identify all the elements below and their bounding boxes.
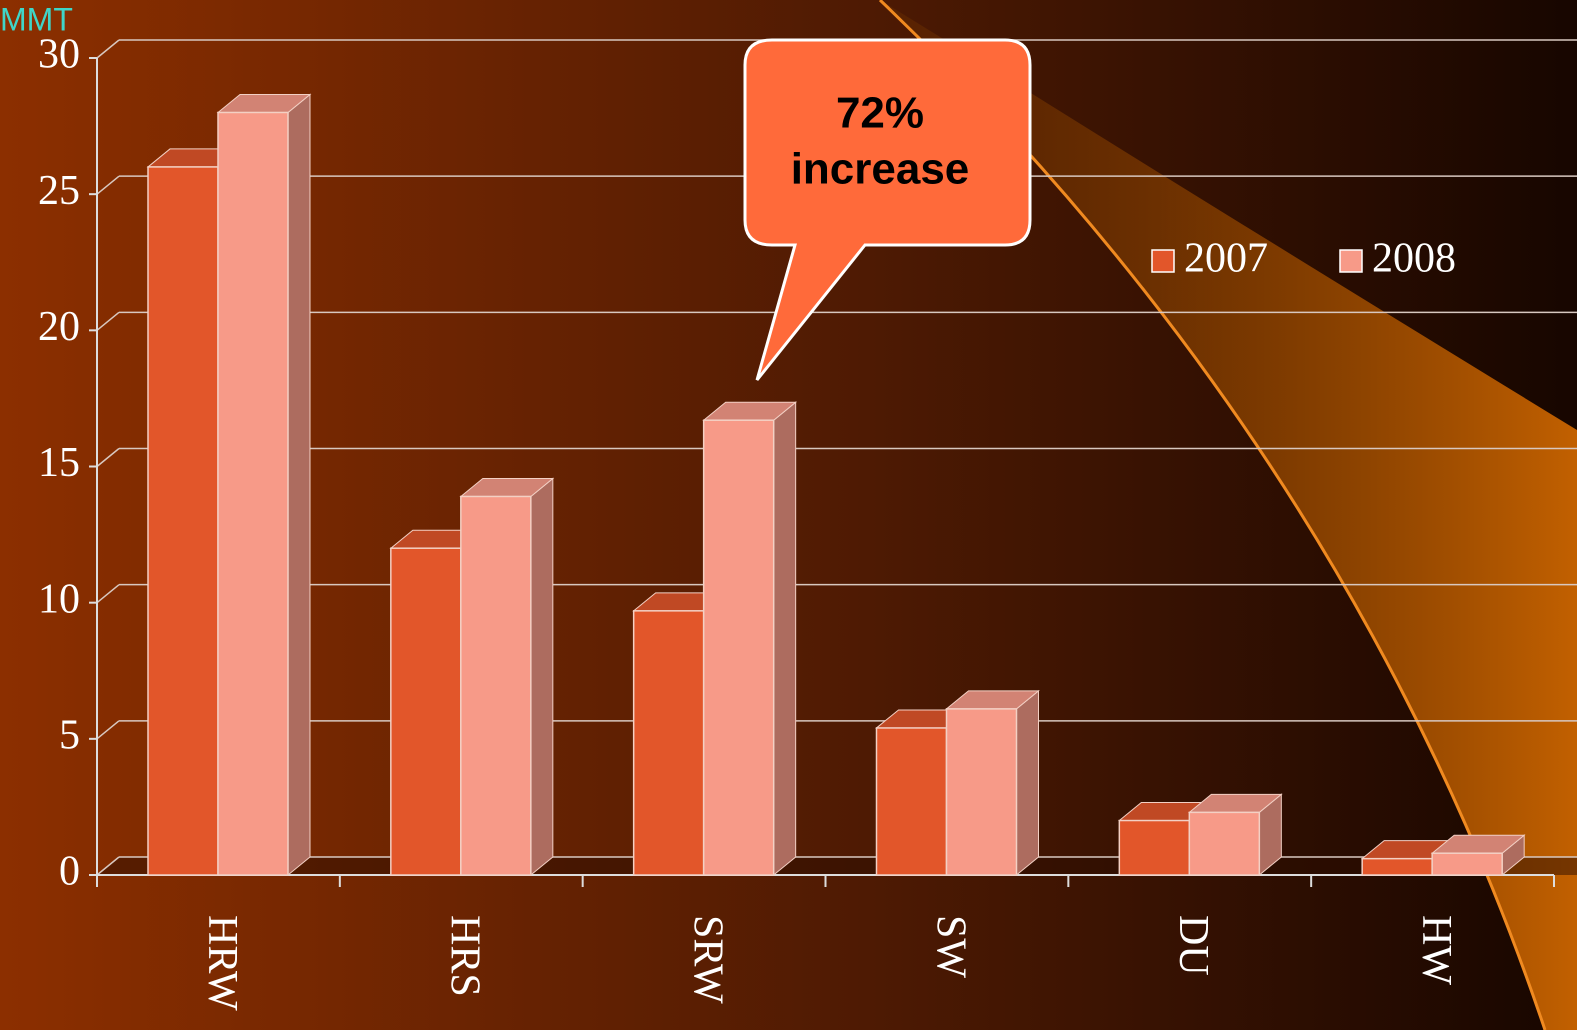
grid-line [96,311,120,331]
grid-line [96,175,120,195]
floor [97,857,1577,875]
y-tick-label: 0 [59,849,80,895]
callout-bubble [743,38,1032,381]
bar [217,111,289,876]
legend-swatch [1151,249,1175,273]
bar [702,419,775,876]
bar [390,547,462,876]
grid-line [96,447,120,468]
y-axis-label: MMT [0,1,73,37]
annotation: increase [791,145,970,194]
decorative-swoosh [880,0,1577,1030]
legend-label: 2008 [1372,236,1456,282]
y-tick-label: 20 [38,304,80,350]
legend-label: 2007 [1184,236,1268,282]
y-tick-label: 25 [38,168,80,214]
grid-line [96,39,120,59]
plot: 0 5 10 15 20 25 30 HRW HRS SRW SW DU HW 2007 2008 [38,32,1577,1011]
bar [632,610,705,876]
y-tick-label: 30 [38,32,80,78]
bar-side [773,401,797,877]
bar [1431,852,1503,876]
bar [1118,819,1191,876]
x-tick-label: HRS [442,915,488,997]
x-tick-label: SRW [684,915,730,1004]
x-tick-label: SW [927,915,973,978]
y-tick-label: 5 [59,712,80,758]
x-tick-label: HRW [199,915,245,1011]
grid-line [96,584,120,604]
bar [460,495,532,876]
bar-side [530,477,554,877]
x-tick-label: HW [1413,915,1459,985]
bar [147,166,219,876]
y-tick-label: 15 [38,440,80,486]
y-tick-label: 10 [38,576,80,622]
bar-side [1016,689,1039,877]
bar-side [287,93,311,877]
bar [1188,811,1261,876]
grid-line [96,720,120,740]
legend-swatch [1339,249,1363,273]
grid-line [96,856,120,876]
bar [1361,857,1433,876]
bar [875,727,948,876]
x-tick-label: DU [1170,915,1216,976]
bar [945,708,1018,876]
callout: 72% increase [743,38,1032,381]
annotation: 72% [836,89,924,138]
